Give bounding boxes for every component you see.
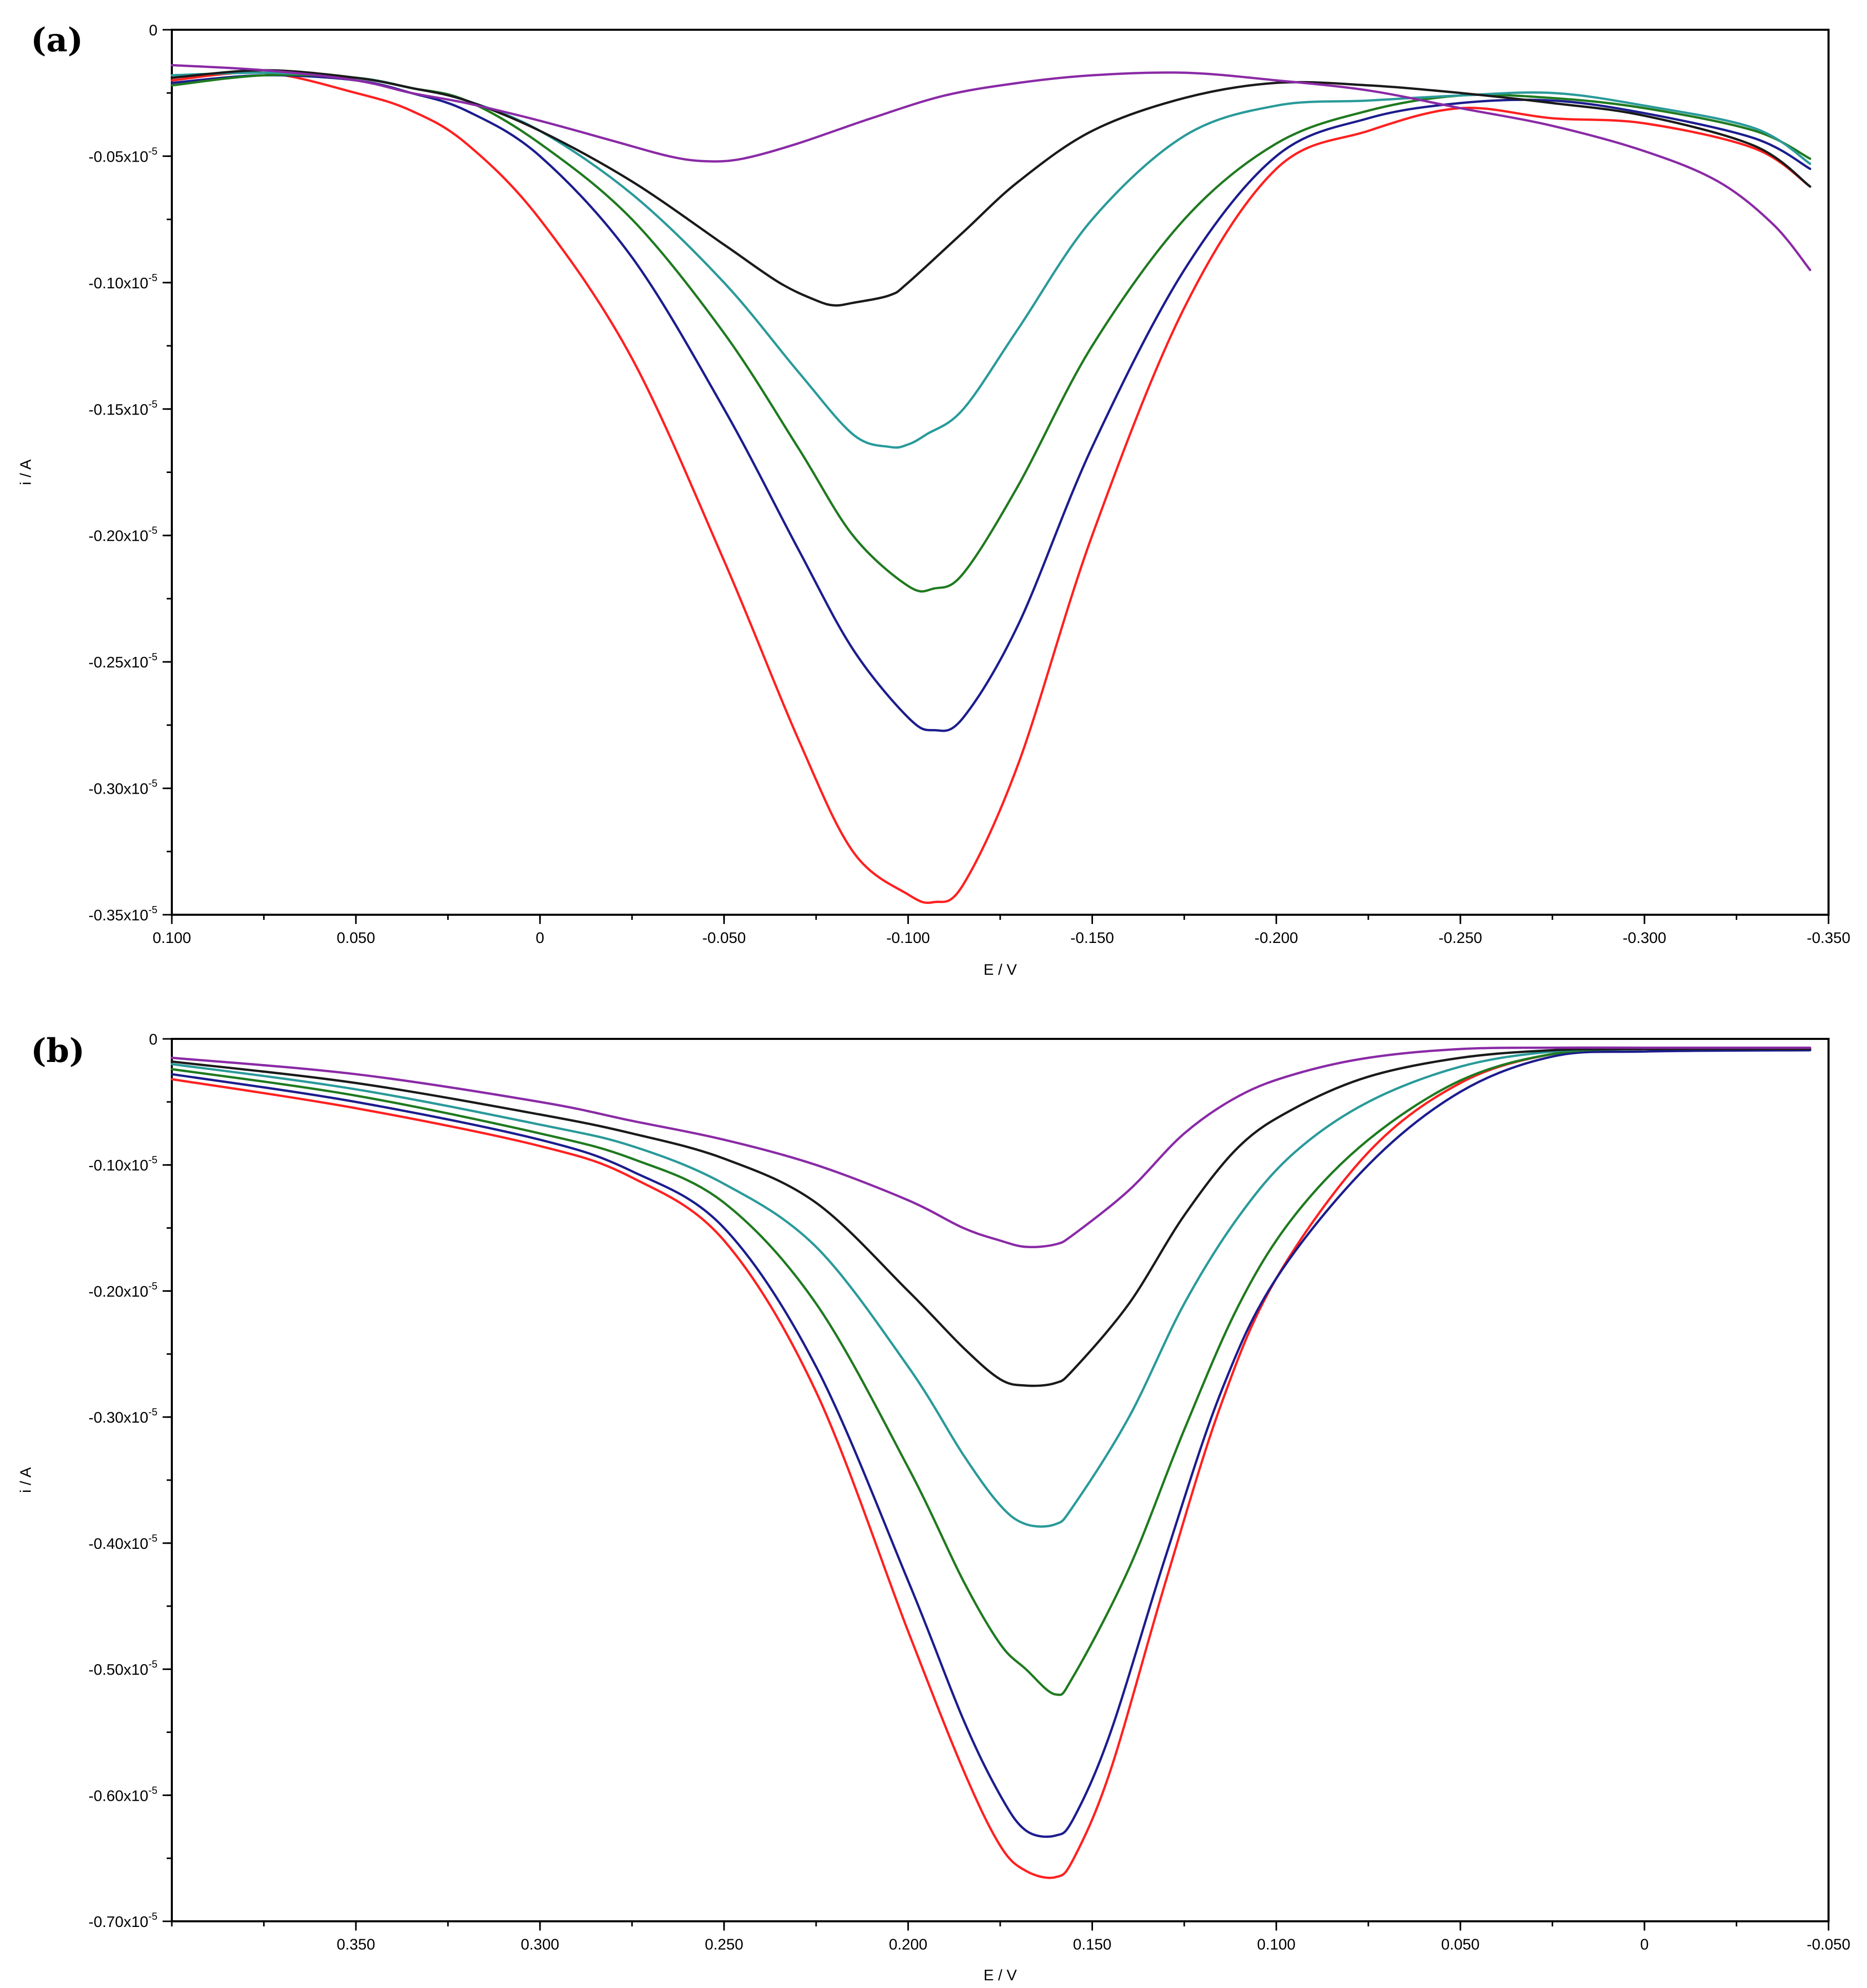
series-line-purple [170, 1046, 1812, 1249]
plot-frame [171, 29, 1830, 916]
x-tick-label: 0.350 [336, 1936, 375, 1953]
y-tick-label: -0.15x10-5 [88, 399, 157, 418]
x-axis-title: E / V [983, 1967, 1017, 1984]
x-tick-label: 0 [535, 930, 544, 947]
series-line-black [170, 69, 1812, 307]
series-line-teal [170, 1048, 1812, 1528]
series-line-red [170, 71, 1812, 904]
y-tick-label: -0.40x10-5 [88, 1533, 157, 1552]
x-tick-label: -0.300 [1623, 930, 1666, 947]
y-tick-label: 0 [149, 1031, 157, 1048]
x-tick-label: -0.050 [1806, 1936, 1850, 1953]
x-tick-label: -0.200 [1255, 930, 1298, 947]
y-tick-label: -0.60x10-5 [88, 1785, 157, 1804]
y-tick-label: -0.70x10-5 [88, 1911, 157, 1931]
series-line-green [170, 73, 1812, 593]
y-tick-label: 0 [149, 22, 157, 39]
y-tick-label: -0.30x10-5 [88, 778, 157, 798]
y-tick-label: -0.20x10-5 [88, 1281, 157, 1300]
y-tick-label: -0.20x10-5 [88, 525, 157, 545]
x-tick-label: 0.100 [1257, 1936, 1296, 1953]
series-line-red [170, 1047, 1812, 1879]
series-line-green [170, 1047, 1812, 1696]
x-tick-label: -0.150 [1070, 930, 1114, 947]
y-tick-label: -0.10x10-5 [88, 1155, 157, 1174]
x-tick-label: 0.300 [521, 1936, 559, 1953]
x-tick-label: 0.050 [336, 930, 375, 947]
series-line-blue [170, 1049, 1812, 1838]
series-line-black [170, 1048, 1812, 1387]
plot-frame [171, 1038, 1830, 1922]
x-tick-label: -0.250 [1439, 930, 1482, 947]
x-tick-label: -0.050 [702, 930, 746, 947]
chart-panel-a: (a) 0.100 0.050 0 -0.050 -0.100 -0.150 -0.200 -0… [17, 21, 1851, 978]
x-tick-label: 0 [1640, 1936, 1649, 1953]
x-axis-title: E / V [983, 961, 1017, 978]
y-tick-label: -0.25x10-5 [88, 652, 157, 671]
x-tick-label: -0.100 [886, 930, 930, 947]
x-tick-label: -0.350 [1806, 930, 1850, 947]
y-tick-label: -0.30x10-5 [88, 1407, 157, 1426]
x-tick-label: 0.250 [705, 1936, 743, 1953]
panel-label: (a) [31, 21, 83, 60]
x-tick-label: 0.050 [1441, 1936, 1480, 1953]
y-tick-label: -0.05x10-5 [88, 146, 157, 165]
y-axis-title: i / A [17, 459, 34, 485]
chart-panel-b: (b) 0.350 0.300 0.250 0.200 0.150 0.100 0.050 0 -… [17, 1031, 1851, 1984]
y-tick-label: -0.50x10-5 [88, 1659, 157, 1679]
series-line-blue [170, 74, 1812, 732]
x-tick-label: 0.100 [152, 930, 191, 947]
x-tick-label: 0.150 [1073, 1936, 1111, 1953]
y-tick-label: -0.10x10-5 [88, 272, 157, 292]
panel-label: (b) [31, 1032, 85, 1070]
y-axis-title: i / A [17, 1467, 34, 1493]
series-line-purple [170, 64, 1812, 271]
y-tick-label: -0.35x10-5 [88, 904, 157, 924]
x-tick-label: 0.200 [889, 1936, 927, 1953]
